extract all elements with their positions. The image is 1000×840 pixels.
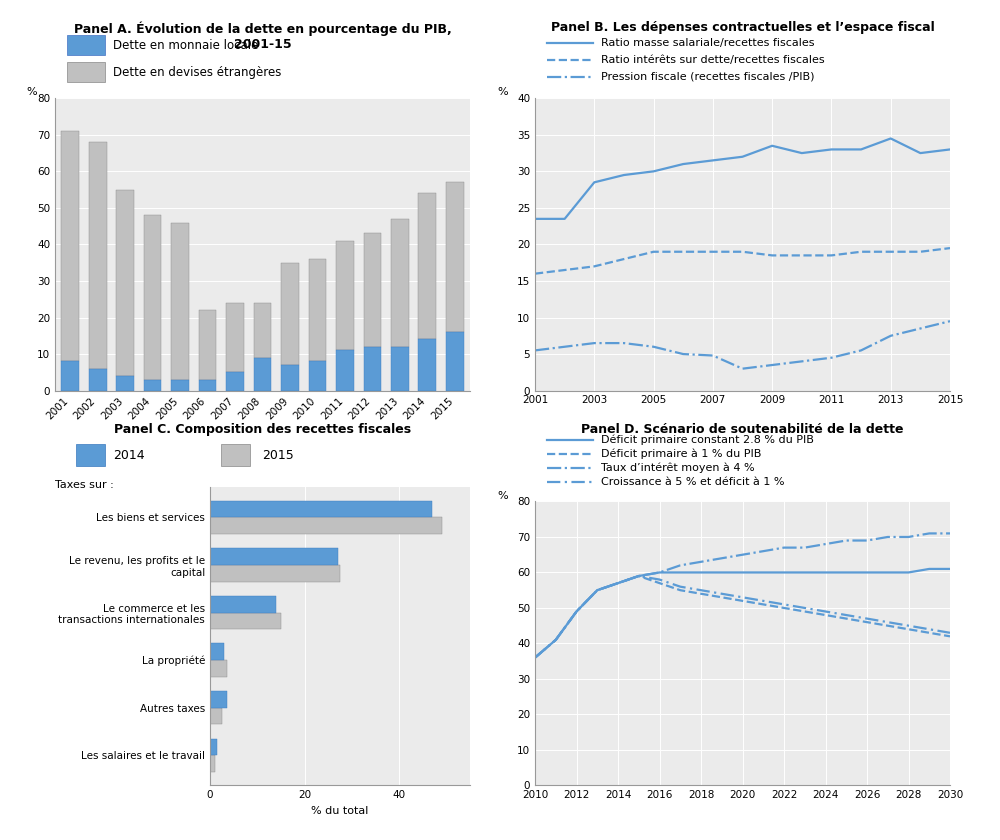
Bar bbox=[336, 241, 354, 350]
Bar bbox=[210, 549, 338, 565]
Bar bbox=[309, 361, 326, 391]
Text: Ratio intérêts sur dette/recettes fiscales: Ratio intérêts sur dette/recettes fiscal… bbox=[601, 55, 825, 65]
Bar bbox=[254, 358, 271, 391]
Text: Taxes sur :: Taxes sur : bbox=[55, 480, 114, 491]
Bar bbox=[221, 444, 250, 466]
Bar bbox=[89, 369, 107, 391]
Bar bbox=[210, 660, 227, 677]
Text: Dette en devises étrangères: Dette en devises étrangères bbox=[113, 66, 281, 79]
Bar bbox=[67, 35, 105, 55]
Bar bbox=[61, 361, 79, 391]
Bar bbox=[199, 310, 216, 380]
Bar bbox=[210, 596, 276, 612]
Bar bbox=[210, 755, 215, 772]
Bar bbox=[446, 182, 464, 332]
Text: Dette en monnaie locale: Dette en monnaie locale bbox=[113, 39, 258, 51]
Bar bbox=[76, 444, 105, 466]
Text: 2014: 2014 bbox=[113, 449, 145, 462]
Bar bbox=[281, 263, 299, 365]
Bar bbox=[61, 131, 79, 361]
Bar bbox=[418, 339, 436, 391]
Bar bbox=[116, 190, 134, 376]
Text: 2015: 2015 bbox=[262, 449, 294, 462]
Bar bbox=[446, 332, 464, 391]
Bar bbox=[144, 380, 161, 391]
Bar bbox=[210, 738, 217, 755]
X-axis label: % du total: % du total bbox=[311, 806, 369, 816]
Bar bbox=[210, 612, 281, 629]
Bar bbox=[210, 691, 227, 707]
Text: Ratio masse salariale/recettes fiscales: Ratio masse salariale/recettes fiscales bbox=[601, 38, 815, 48]
Bar bbox=[199, 380, 216, 391]
Bar bbox=[391, 347, 409, 391]
Bar bbox=[210, 643, 224, 660]
Bar bbox=[89, 142, 107, 369]
Bar bbox=[210, 565, 340, 581]
Bar bbox=[254, 303, 271, 358]
Bar bbox=[171, 380, 189, 391]
Text: Déficit primaire à 1 % du PIB: Déficit primaire à 1 % du PIB bbox=[601, 449, 762, 459]
Bar bbox=[418, 193, 436, 339]
Text: Panel C. Composition des recettes fiscales: Panel C. Composition des recettes fiscal… bbox=[114, 423, 411, 436]
Text: %: % bbox=[498, 87, 508, 97]
Bar bbox=[391, 219, 409, 347]
Bar bbox=[116, 376, 134, 391]
Text: Panel D. Scénario de soutenabilité de la dette: Panel D. Scénario de soutenabilité de la… bbox=[581, 423, 904, 436]
Text: Croissance à 5 % et déficit à 1 %: Croissance à 5 % et déficit à 1 % bbox=[601, 477, 785, 486]
Bar bbox=[226, 372, 244, 391]
Bar bbox=[226, 303, 244, 372]
Bar bbox=[281, 365, 299, 391]
Text: Taux d’intérêt moyen à 4 %: Taux d’intérêt moyen à 4 % bbox=[601, 463, 755, 473]
Bar bbox=[336, 350, 354, 391]
Text: %: % bbox=[26, 87, 37, 97]
Bar bbox=[67, 62, 105, 82]
Text: Pression fiscale (recettes fiscales /PIB): Pression fiscale (recettes fiscales /PIB… bbox=[601, 71, 815, 81]
Text: Panel B. Les dépenses contractuelles et l’espace fiscal: Panel B. Les dépenses contractuelles et … bbox=[551, 21, 934, 34]
Bar bbox=[210, 707, 222, 724]
Bar bbox=[364, 234, 381, 347]
Bar bbox=[364, 347, 381, 391]
Text: Déficit primaire constant 2.8 % du PIB: Déficit primaire constant 2.8 % du PIB bbox=[601, 435, 814, 445]
Text: %: % bbox=[498, 491, 508, 501]
Bar bbox=[171, 223, 189, 380]
Bar bbox=[210, 501, 432, 517]
Bar bbox=[210, 517, 442, 534]
Text: Panel A. Évolution de la dette en pourcentage du PIB,
2001-15: Panel A. Évolution de la dette en pource… bbox=[74, 21, 451, 50]
Bar bbox=[309, 259, 326, 361]
Bar bbox=[144, 215, 161, 380]
